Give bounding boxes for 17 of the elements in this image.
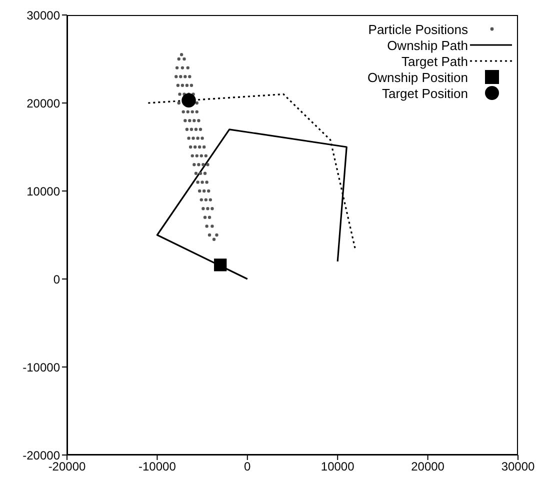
x-tick-label: 0 — [244, 460, 252, 474]
legend-label: Ownship Path — [387, 38, 468, 52]
y-tick-label: -20000 — [22, 448, 60, 462]
x-tick-label: -20000 — [48, 460, 86, 474]
legend-label: Target Position — [382, 86, 468, 100]
legend-label: Ownship Position — [368, 70, 468, 84]
y-tick-label: 10000 — [26, 184, 60, 198]
legend-label: Particle Positions — [368, 22, 468, 36]
y-tick-label: 20000 — [26, 96, 60, 110]
y-tick-label: 0 — [53, 272, 60, 286]
x-tick-label: 20000 — [411, 460, 445, 474]
y-tick-label: -10000 — [22, 360, 60, 374]
x-tick-label: -10000 — [138, 460, 176, 474]
legend-label: Target Path — [402, 54, 468, 68]
x-tick-label: 10000 — [320, 460, 355, 474]
y-tick-label: 30000 — [26, 8, 60, 22]
x-tick-label: 30000 — [501, 460, 536, 474]
